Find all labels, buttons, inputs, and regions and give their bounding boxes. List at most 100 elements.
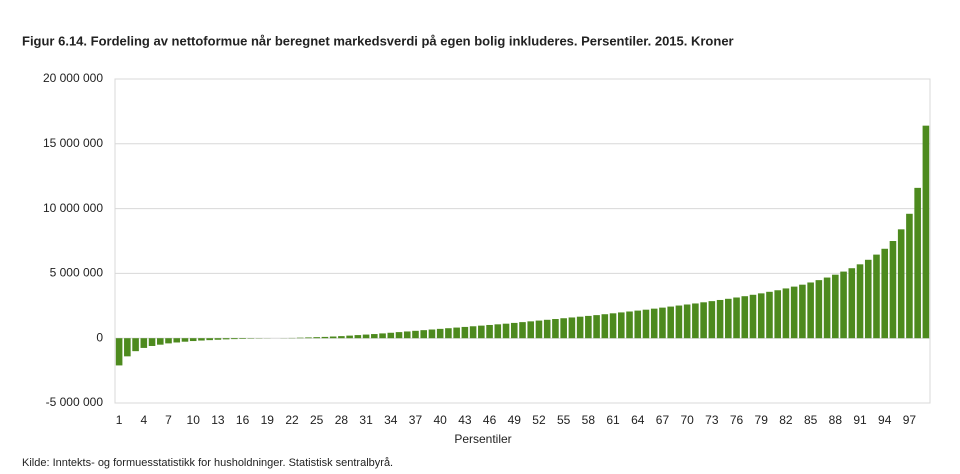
y-tick-label: 10 000 000	[43, 201, 103, 215]
bar	[156, 338, 164, 345]
bar	[239, 338, 246, 339]
bar	[165, 338, 172, 344]
plot-frame	[114, 78, 931, 404]
x-tick-label: 76	[730, 413, 744, 427]
bar	[132, 338, 139, 352]
bar	[362, 334, 370, 339]
x-tick-label: 7	[165, 413, 172, 427]
bar	[922, 125, 930, 339]
bar	[856, 264, 864, 339]
bar	[214, 338, 222, 340]
x-tick-label: 25	[310, 413, 324, 427]
bar	[799, 284, 806, 339]
bar	[609, 313, 617, 339]
x-tick-label: 16	[236, 413, 250, 427]
bar	[642, 309, 650, 339]
bar	[683, 304, 691, 339]
x-tick-label: 37	[409, 413, 423, 427]
bar	[305, 337, 312, 339]
bar	[321, 336, 329, 339]
bar	[222, 338, 230, 340]
bar	[840, 271, 847, 339]
bar	[848, 268, 856, 339]
bar	[576, 316, 584, 339]
x-tick-label: 28	[335, 413, 349, 427]
bar	[568, 317, 576, 339]
bar	[889, 241, 897, 339]
bar	[650, 308, 658, 339]
bar	[346, 335, 353, 339]
bar	[560, 318, 567, 339]
bar	[436, 328, 444, 339]
bar	[617, 312, 625, 339]
bar	[626, 311, 633, 339]
x-tick-label: 91	[853, 413, 867, 427]
bar	[198, 338, 205, 341]
chart-title: Figur 6.14. Fordeling av nettoformue når…	[22, 33, 734, 48]
x-tick-label: 46	[483, 413, 497, 427]
y-tick-label: 5 000 000	[50, 266, 104, 280]
bar	[585, 315, 592, 339]
bar	[173, 338, 181, 343]
bar	[379, 333, 386, 339]
bar	[766, 291, 773, 339]
bar	[741, 296, 749, 339]
bar	[115, 338, 123, 366]
bar	[716, 299, 724, 339]
bar	[807, 282, 814, 339]
bar	[181, 338, 189, 342]
bar	[543, 319, 551, 339]
bar	[700, 302, 707, 339]
x-tick-label: 64	[631, 413, 645, 427]
x-tick-label: 4	[140, 413, 147, 427]
bar	[478, 325, 485, 339]
bar	[461, 326, 469, 339]
bar	[897, 229, 905, 339]
x-tick-label: 40	[433, 413, 447, 427]
y-tick-label: 0	[96, 330, 103, 344]
x-tick-label: 70	[680, 413, 694, 427]
bar	[428, 329, 436, 339]
bar	[873, 254, 880, 339]
bar	[371, 334, 378, 339]
bar	[124, 338, 131, 357]
bar	[864, 259, 872, 339]
bar	[667, 306, 674, 339]
bar	[535, 320, 543, 339]
bar	[774, 290, 781, 339]
bar	[494, 324, 502, 339]
bar	[527, 321, 535, 339]
x-tick-label: 43	[458, 413, 472, 427]
x-tick-label: 82	[779, 413, 793, 427]
x-tick-label: 67	[656, 413, 670, 427]
bar	[395, 332, 403, 339]
bar	[906, 213, 913, 339]
bar	[189, 338, 197, 342]
bar	[148, 338, 156, 346]
bar	[749, 294, 757, 339]
x-tick-label: 19	[261, 413, 275, 427]
bar	[519, 322, 526, 339]
x-tick-label: 49	[508, 413, 522, 427]
bar	[692, 303, 699, 339]
bar	[601, 314, 609, 339]
source: Kilde: Inntekts- og formuesstatistikk fo…	[22, 457, 393, 469]
bar	[725, 298, 732, 339]
bar	[354, 335, 362, 339]
bar	[412, 330, 419, 339]
y-tick-label: 15 000 000	[43, 136, 103, 150]
x-tick-label: 85	[804, 413, 818, 427]
x-tick-label: 13	[211, 413, 225, 427]
x-tick-label: 34	[384, 413, 398, 427]
x-tick-label: 97	[903, 413, 917, 427]
bar	[790, 286, 798, 339]
bar	[782, 288, 790, 339]
bar	[329, 336, 337, 339]
x-tick-label: 22	[285, 413, 299, 427]
x-tick-label: 1	[116, 413, 123, 427]
bar	[881, 248, 889, 339]
y-tick-label: -5 000 000	[46, 395, 104, 409]
bar	[593, 315, 600, 339]
bar	[552, 319, 559, 339]
